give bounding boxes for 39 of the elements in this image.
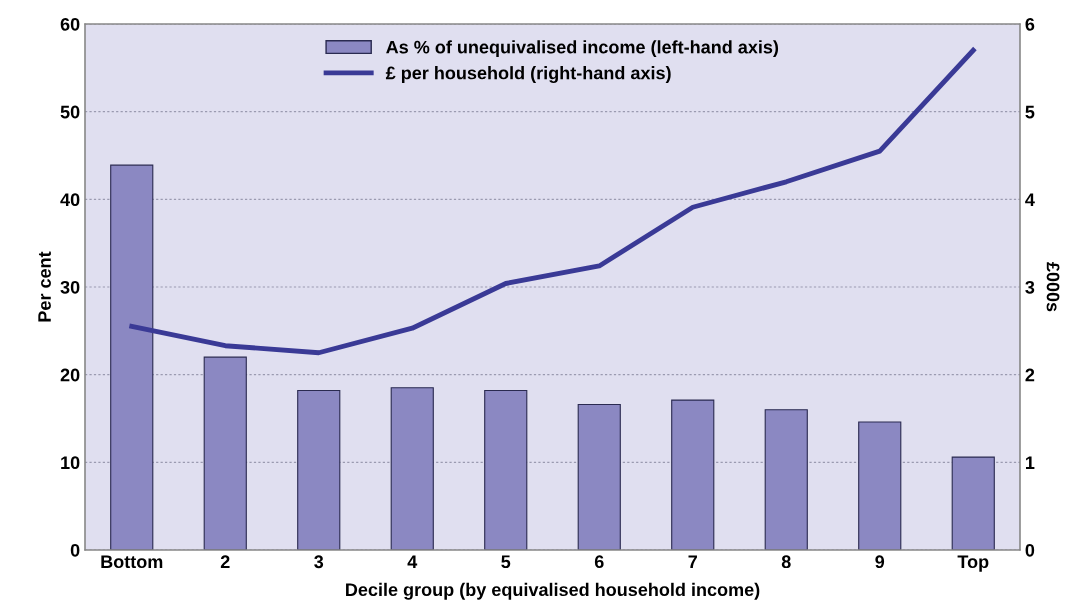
legend-label: £ per household (right-hand axis) xyxy=(385,66,671,84)
x-tick-label: 7 xyxy=(688,555,697,568)
y2-axis-title: £000s xyxy=(1046,262,1060,312)
x-tick-label: 5 xyxy=(501,555,511,569)
y-tick-label: 50 xyxy=(60,105,80,119)
x-tick-label: 9 xyxy=(875,555,885,569)
y-tick-label: 60 xyxy=(60,17,80,31)
bar xyxy=(858,421,902,550)
bar xyxy=(390,387,434,550)
x-tick-label: 3 xyxy=(314,555,324,569)
legend-label: As % of unequivalised income (left-hand axis) xyxy=(386,40,779,58)
bar xyxy=(671,399,715,550)
bar xyxy=(203,356,247,550)
y2-tick-label: 3 xyxy=(1025,280,1035,294)
x-tick-label: 6 xyxy=(594,555,604,569)
y-tick-label: 10 xyxy=(61,456,80,470)
y2-tick-label: 2 xyxy=(1025,368,1035,382)
y2-tick-label: 4 xyxy=(1025,193,1035,206)
x-tick-label: Bottom xyxy=(101,555,163,569)
y-tick-label: 0 xyxy=(70,543,80,557)
y-tick-label: 30 xyxy=(60,280,80,294)
y2-tick-label: 5 xyxy=(1025,105,1035,119)
bar xyxy=(297,389,341,550)
y-tick-label: 40 xyxy=(60,193,80,207)
x-axis-title: Decile group (by equivalised household income) xyxy=(346,582,760,600)
y-tick-label: 20 xyxy=(60,368,80,382)
x-tick-label: Top xyxy=(957,555,989,572)
bar xyxy=(110,164,154,550)
bar xyxy=(577,403,621,550)
bar xyxy=(484,389,528,550)
bar xyxy=(951,456,995,550)
x-tick-label: 2 xyxy=(220,555,230,568)
x-tick-label: 4 xyxy=(407,555,418,568)
y-axis-title: Per cent xyxy=(38,251,51,322)
x-tick-label: 8 xyxy=(781,555,791,569)
bar xyxy=(764,409,808,550)
y2-tick-label: 6 xyxy=(1025,17,1035,31)
y2-tick-label: 0 xyxy=(1025,543,1035,557)
y2-tick-label: 1 xyxy=(1026,456,1035,469)
